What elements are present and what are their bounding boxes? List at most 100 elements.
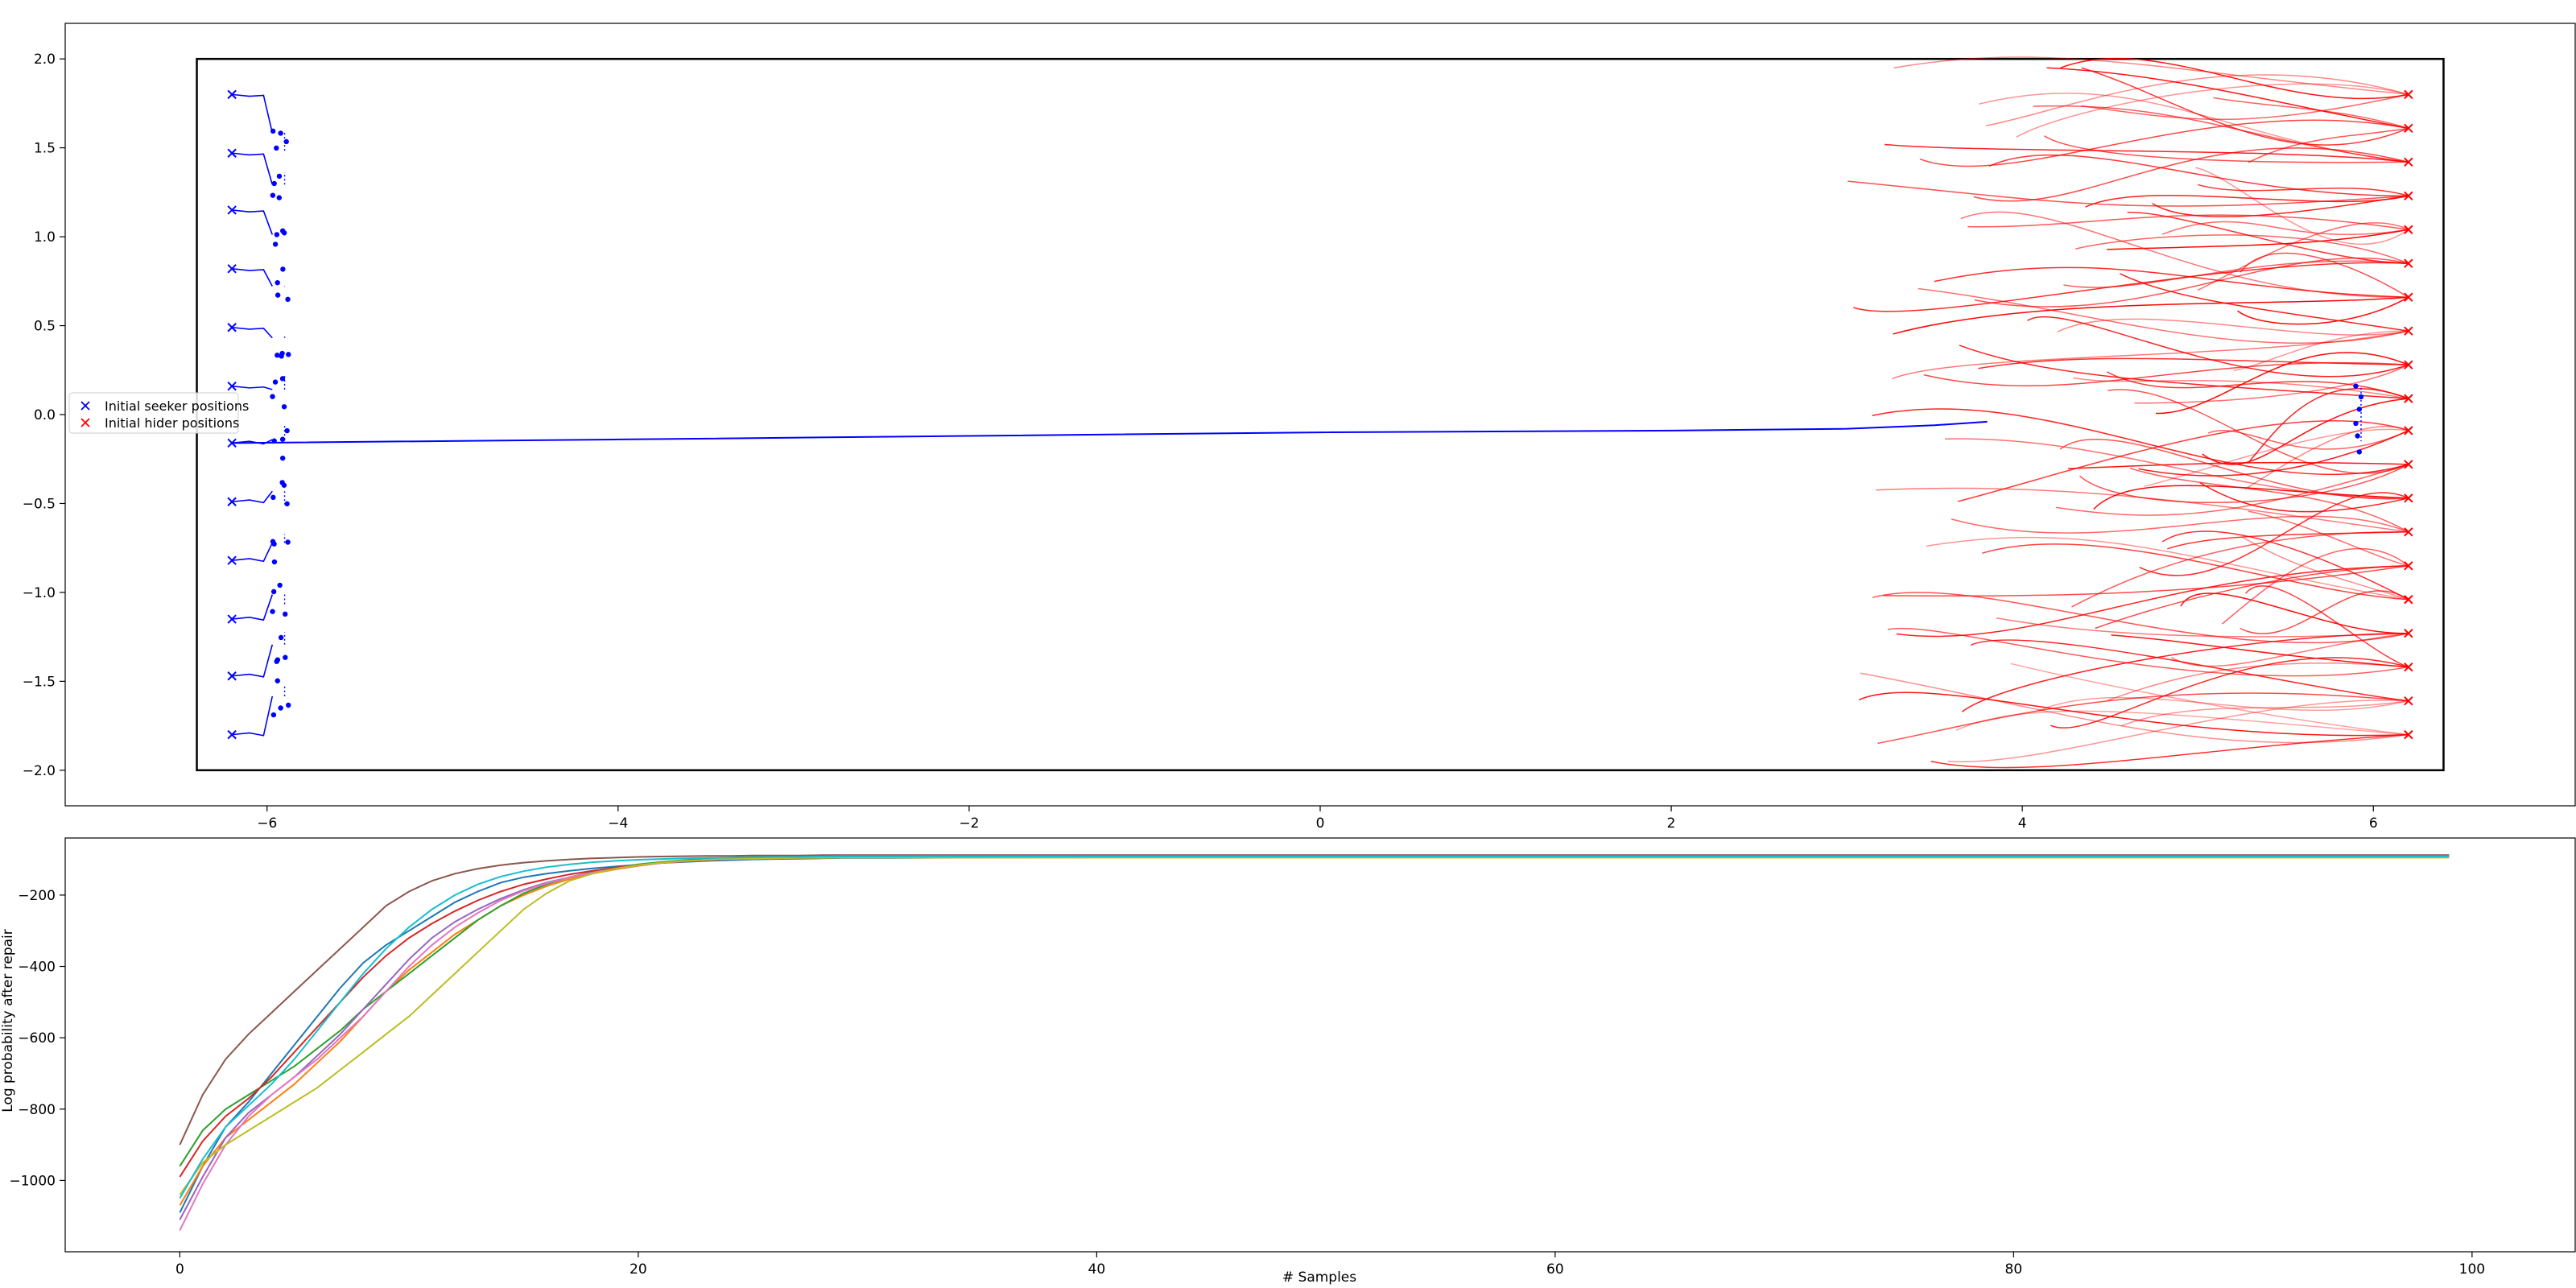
hider-path xyxy=(1893,56,2409,96)
hider-path xyxy=(1930,733,2409,769)
hider-path xyxy=(1872,408,2409,476)
x-tick-label: 20 xyxy=(630,1261,647,1278)
x-tick-label: 40 xyxy=(1088,1261,1106,1278)
seeker-sample-dot xyxy=(279,228,286,234)
seeker-sample-dot xyxy=(275,678,280,683)
seeker-sample-dot xyxy=(283,611,288,617)
hider-path xyxy=(2027,316,2409,378)
hider-path xyxy=(2152,195,2409,217)
x-tick-label: −6 xyxy=(257,815,277,832)
seeker-sample-dot xyxy=(2353,420,2359,427)
hider-path xyxy=(1876,487,2409,533)
hider-path xyxy=(2056,464,2409,516)
top-ticks: −6 −4 −2 0 2 4 6 2.0 1.5 1.0 0.5 0.0 −0.5 −1.0 −1.5 −2.… xyxy=(23,52,2378,832)
seeker-start-marker xyxy=(227,89,237,100)
hider-path xyxy=(2241,536,2409,601)
seeker-sample-dot xyxy=(284,501,290,507)
hider-path xyxy=(2139,492,2409,576)
hider-start-marker xyxy=(2404,595,2413,605)
bottom-axes-frame xyxy=(64,837,2576,1253)
hider-path xyxy=(1967,214,2409,230)
hider-path xyxy=(2144,428,2409,487)
hider-path xyxy=(1859,691,2409,737)
hider-path xyxy=(2107,389,2409,474)
hider-start-marker xyxy=(2404,123,2413,134)
hider-start-marker xyxy=(2404,225,2413,234)
hider-path xyxy=(1896,565,2409,638)
hider-path xyxy=(2129,467,2409,533)
hider-path xyxy=(1961,632,2409,712)
hider-path xyxy=(2248,388,2409,463)
seeker-start-marker xyxy=(227,148,237,158)
hider-path xyxy=(1877,692,2409,745)
hider-start-marker xyxy=(2404,360,2413,369)
seeker-path xyxy=(232,152,274,185)
seeker-start-marker xyxy=(227,671,237,681)
hider-path xyxy=(1985,74,2409,126)
hider-path xyxy=(2161,221,2409,236)
hider-path xyxy=(2138,430,2409,477)
hider-start-marker xyxy=(2404,157,2413,167)
hider-path xyxy=(1970,639,2409,702)
hider-path xyxy=(1960,211,2409,298)
hider-start-marker xyxy=(2404,460,2413,469)
seeker-path xyxy=(232,543,274,563)
hider-path xyxy=(1959,345,2409,399)
y-tick-label: 1.0 xyxy=(34,229,56,246)
seeker-sample-dot xyxy=(276,173,283,180)
y-tick-label: 2.0 xyxy=(34,52,56,68)
hider-path xyxy=(2085,195,2409,208)
hider-path xyxy=(1892,330,2409,380)
y-tick-label: −200 xyxy=(18,888,56,904)
hider-path xyxy=(2050,657,2409,729)
seeker-sample-dot xyxy=(281,404,287,410)
hider-trajectories xyxy=(1847,56,2413,769)
hider-path xyxy=(1918,287,2409,345)
log-probability-lines xyxy=(179,854,2450,1231)
hider-path xyxy=(1951,515,2409,534)
hider-path xyxy=(2057,318,2409,336)
bottom-ticks: 0 20 40 60 80 100 −200 −400 −600 −800 −1000 xyxy=(9,888,2485,1278)
hider-path xyxy=(1947,700,2409,763)
hider-path xyxy=(1934,266,2409,298)
seeker-start-marker xyxy=(227,729,237,740)
hider-start-marker xyxy=(2404,292,2413,302)
arena-boundary xyxy=(196,57,2445,772)
hider-path xyxy=(2245,585,2409,668)
y-axis-label: Log probability after repair xyxy=(0,929,16,1113)
hider-path xyxy=(1974,257,2409,308)
seeker-path xyxy=(232,644,274,678)
x-tick-label: 60 xyxy=(1546,1261,1564,1278)
seeker-sample-dot xyxy=(279,376,286,382)
hider-path xyxy=(2016,83,2409,138)
hider-path xyxy=(2038,696,2409,712)
seeker-path xyxy=(232,326,273,339)
seeker-path xyxy=(232,490,273,504)
x-tick-label: −2 xyxy=(959,815,979,832)
hider-path xyxy=(1978,93,2409,163)
seeker-sample-dot xyxy=(272,379,279,385)
hider-start-marker xyxy=(2404,561,2413,571)
hider-path xyxy=(1847,180,2409,207)
x-axis-label: # Samples xyxy=(1282,1269,1356,1286)
seeker-sample-dot xyxy=(283,138,289,145)
seeker-sample-dot xyxy=(274,232,280,237)
hider-path xyxy=(2248,510,2409,567)
hider-path xyxy=(1885,143,2409,163)
hider-start-marker xyxy=(2404,426,2413,436)
seeker-sample-dot xyxy=(270,494,276,501)
seeker-sample-dot xyxy=(272,242,279,247)
hider-path xyxy=(2111,634,2409,668)
seeker-sample-dot xyxy=(2358,394,2364,400)
hider-path xyxy=(2081,67,2409,146)
seeker-sample-dot xyxy=(279,353,284,359)
hider-path xyxy=(2095,565,2409,630)
hider-path xyxy=(2075,234,2409,264)
hider-path xyxy=(2240,590,2409,634)
legend: Initial seeker positions Initial hider p… xyxy=(68,392,249,434)
seeker-start-marker xyxy=(227,381,237,391)
seeker-sample-dot xyxy=(279,436,286,442)
hider-path xyxy=(2060,57,2409,100)
seeker-sample-dot xyxy=(278,705,283,711)
x-tick-label: 0 xyxy=(175,1261,184,1278)
